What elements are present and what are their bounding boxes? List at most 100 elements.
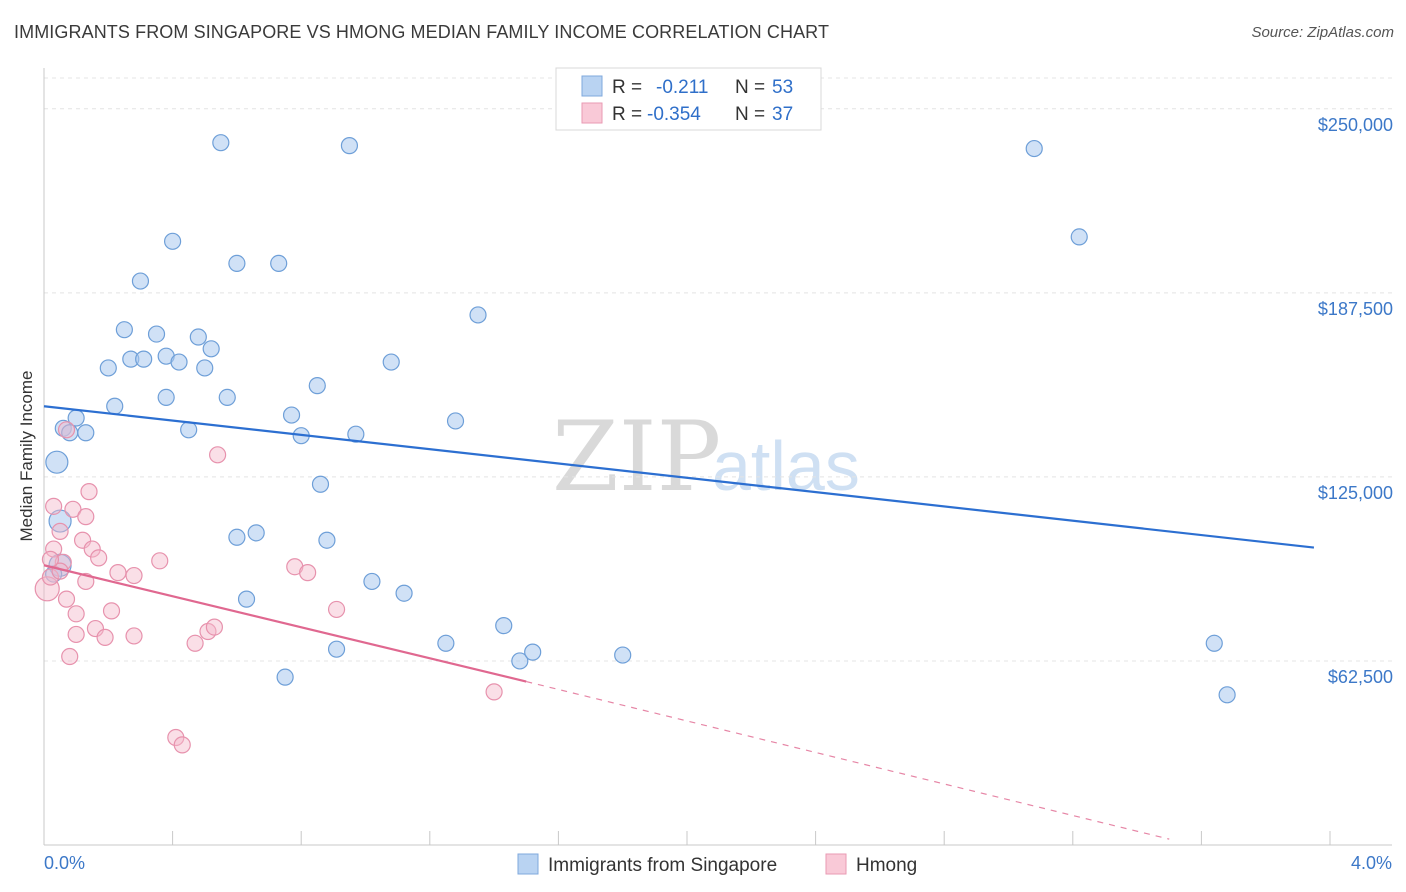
point-singapore (1025, 139, 1043, 158)
point-singapore (270, 254, 288, 273)
point-singapore (311, 475, 330, 493)
point-hmong (485, 683, 503, 701)
trend-line-hmong-extrapolated (526, 680, 1170, 840)
point-singapore (614, 646, 632, 664)
trend-lines (43, 405, 1315, 840)
watermark-zip: ZIP (552, 401, 721, 513)
legend-n-label-2: N = (735, 104, 765, 125)
point-hmong (77, 508, 95, 526)
point-singapore (347, 425, 365, 443)
point-singapore (327, 640, 346, 658)
point-singapore (495, 617, 513, 635)
point-singapore (99, 359, 117, 377)
point-singapore (164, 232, 182, 250)
point-singapore (189, 328, 207, 346)
point-hmong (96, 628, 114, 646)
point-singapore (237, 590, 256, 608)
legend-r-value-1: -0.211 (656, 77, 708, 98)
point-singapore (282, 406, 301, 424)
point-singapore (45, 450, 69, 474)
point-singapore (106, 397, 124, 415)
y-tick-label: $62,500 (1328, 667, 1393, 687)
point-singapore (170, 353, 188, 371)
point-singapore (228, 254, 246, 273)
series-legend: Immigrants from Singapore Hmong (517, 853, 917, 876)
point-singapore (157, 388, 175, 406)
point-hmong (64, 500, 82, 518)
point-hmong (57, 421, 76, 439)
point-singapore (1205, 634, 1223, 652)
point-hmong (209, 446, 227, 464)
point-singapore (437, 634, 455, 652)
point-hmong (34, 576, 60, 602)
series-legend-label-singapore: Immigrants from Singapore (548, 855, 777, 876)
legend-r-label-1: R = (612, 77, 642, 98)
point-singapore (1070, 228, 1088, 246)
point-singapore (202, 340, 220, 358)
x-tick-marks (172, 831, 1331, 845)
point-singapore (446, 412, 465, 430)
series-legend-swatch-singapore (517, 853, 539, 875)
point-hmong (186, 634, 204, 652)
point-hmong (125, 566, 143, 585)
point-singapore (511, 652, 529, 670)
point-hmong (80, 483, 98, 501)
point-singapore (212, 134, 230, 152)
point-singapore (115, 321, 133, 339)
point-hmong (83, 540, 101, 558)
point-singapore (247, 524, 265, 542)
watermark-atlas: atlas (712, 427, 860, 505)
legend-n-value-2: 37 (772, 104, 793, 125)
point-hmong (173, 736, 191, 754)
point-singapore (318, 531, 336, 549)
point-singapore (524, 643, 542, 661)
data-points (34, 134, 1236, 754)
y-axis-label: Median Family Income (17, 370, 36, 541)
point-singapore (363, 572, 381, 591)
chart-title: IMMIGRANTS FROM SINGAPORE VS HMONG MEDIA… (14, 22, 830, 42)
point-hmong (61, 647, 79, 666)
y-tick-label: $125,000 (1318, 483, 1393, 503)
y-tick-label: $250,000 (1318, 115, 1393, 135)
point-singapore (308, 377, 326, 395)
point-hmong (45, 497, 63, 515)
x-tick-label-min: 0.0% (44, 853, 85, 873)
point-singapore (77, 424, 95, 442)
point-singapore (196, 359, 214, 377)
point-singapore (147, 325, 166, 343)
trend-line-hmong (43, 564, 527, 683)
point-hmong (125, 627, 143, 645)
point-hmong (45, 540, 63, 558)
point-singapore (131, 272, 150, 290)
legend-r-value-2: -0.354 (647, 104, 701, 125)
point-hmong (205, 618, 223, 636)
legend-r-label-2: R = (612, 104, 642, 125)
point-singapore (395, 584, 413, 602)
stats-legend: R = -0.211 N = 53 R = -0.354 N = 37 (555, 67, 822, 131)
point-singapore (382, 353, 400, 371)
point-hmong (327, 600, 346, 619)
point-hmong (90, 549, 108, 567)
legend-n-value-1: 53 (772, 77, 793, 98)
y-tick-labels: $62,500 $125,000 $187,500 $250,000 (1318, 115, 1393, 687)
point-hmong (299, 564, 317, 582)
point-hmong (109, 564, 127, 582)
point-hmong (151, 552, 169, 570)
legend-n-label-1: N = (735, 77, 765, 98)
point-hmong (57, 590, 76, 608)
x-tick-label-max: 4.0% (1351, 853, 1392, 873)
point-singapore (469, 306, 487, 324)
point-hmong (102, 602, 121, 620)
series-legend-label-hmong: Hmong (856, 855, 917, 876)
point-singapore (1218, 686, 1236, 704)
series-legend-swatch-hmong (825, 853, 847, 875)
trend-line-singapore (43, 405, 1315, 549)
point-singapore (228, 528, 246, 546)
point-hmong (77, 572, 95, 591)
point-singapore (276, 668, 294, 686)
legend-swatch-hmong (581, 102, 603, 124)
source-credit: Source: ZipAtlas.com (1251, 24, 1394, 41)
point-hmong (67, 625, 85, 644)
y-tick-label: $187,500 (1318, 299, 1393, 319)
